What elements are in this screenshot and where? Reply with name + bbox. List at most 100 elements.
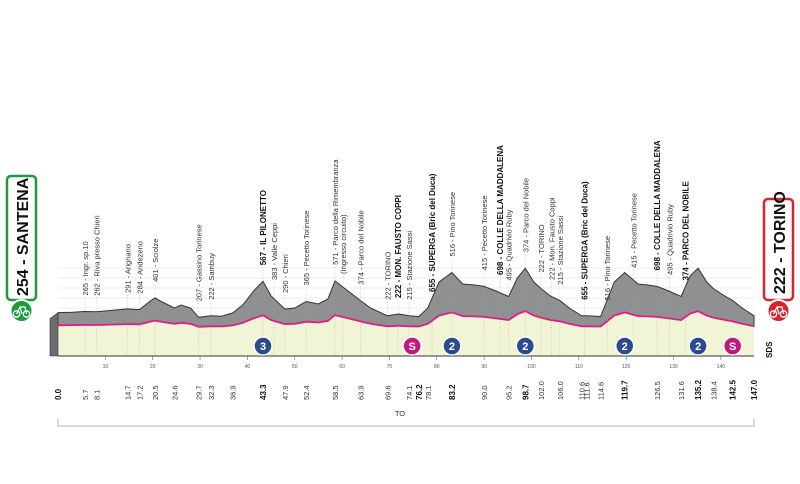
waypoint-label: 516 - Pino Torinese <box>448 192 457 257</box>
marker-label: 3 <box>260 341 266 353</box>
axis-tick-label: 50 <box>292 364 298 370</box>
waypoint-label: 698 - COLLE DELLA MADDALENA <box>653 140 662 270</box>
axis-tick-label: 90 <box>481 364 487 370</box>
waypoint-label: 655 - SUPERGA (Bric del Duca) <box>428 173 437 292</box>
waypoint-label: 374 - Parco del Nobile <box>521 178 530 252</box>
distance-label: 24.6 <box>171 385 180 400</box>
climb-category-marker <box>614 336 635 356</box>
distance-label: 95.2 <box>505 385 514 400</box>
distance-label: 5.7 <box>81 390 90 400</box>
axis-tick-label: 30 <box>197 364 203 370</box>
waypoint-label: 291 - Arignano <box>124 244 133 293</box>
marker-label: S <box>729 341 736 353</box>
waypoint-label: 383 - Valle Ceppi <box>270 223 279 280</box>
waypoint-label: 374 - PARCO DEL NOBILE <box>681 181 690 281</box>
waypoint-label: 571 - Parco della Rimembranza <box>331 159 340 265</box>
distance-label: 142.5 <box>729 379 738 400</box>
waypoint-label: 415 - Pecetto Torinese <box>480 195 489 270</box>
waypoint-label: 567 - IL PILONETTO <box>259 190 268 265</box>
climb-category-marker <box>253 336 273 356</box>
marker-label: 2 <box>449 341 455 353</box>
waypoint-label: 222 - TORINO <box>384 252 393 300</box>
waypoint-label: 222 - TORINO <box>537 224 546 272</box>
start-flag: 254 - SANTENA <box>5 174 38 323</box>
waypoint-label: 401 - Sciolze <box>151 239 160 282</box>
distance-label: 17.2 <box>135 385 144 400</box>
waypoint-label: 222 - Sambuy <box>207 253 216 300</box>
axis-tick-label: 140 <box>717 364 726 370</box>
axis-tick-label: 130 <box>669 364 678 370</box>
distance-label: 0.0 <box>54 388 63 400</box>
marker-label: 2 <box>522 341 528 353</box>
waypoint-label: 495 - Quadrivio Ruby <box>505 209 514 280</box>
waypoint-label: 365 - Pecetto Torinese <box>302 211 311 286</box>
waypoint-label: 374 - Parco del Nobile <box>357 210 366 284</box>
marker-label: S <box>408 341 415 353</box>
waypoint-annotations: 265 - Ingr. sp.10 262 - Riva presso Chier… <box>81 140 690 356</box>
sprint-marker <box>722 336 743 356</box>
waypoint-label: 516 - Pino Torinese <box>603 236 612 301</box>
bike-frame-icon <box>15 306 28 315</box>
distance-label: 76.2 <box>415 384 424 400</box>
distance-label: 111.6 <box>582 382 591 400</box>
waypoint-label: 222 - MON. FAUSTO COPPI <box>394 195 403 298</box>
start-label: 254 - SANTENA <box>15 177 32 296</box>
marker-label: 2 <box>622 341 628 353</box>
bike-wheel-icon <box>779 310 788 318</box>
distance-label: 110.6 <box>578 382 587 400</box>
distance-label: 126.5 <box>653 381 662 400</box>
distance-label: 8.1 <box>92 390 101 400</box>
distance-label: 90.0 <box>480 385 489 400</box>
axis-tick-label: 10 <box>103 364 109 370</box>
distance-label: 43.3 <box>259 384 268 400</box>
bike-wheel-icon <box>12 310 21 318</box>
distance-label: 29.7 <box>195 385 204 400</box>
finish-label: 222 - TORINO <box>772 191 789 294</box>
circuit-label: TO <box>395 409 405 418</box>
bike-wheel-icon <box>22 310 31 318</box>
waypoint-label: 207 - Gassino Torinese <box>195 224 204 301</box>
waypoint-label: 265 - Ingr. sp.10 <box>81 241 90 295</box>
waypoint-label: 215 - Stazione Sassi <box>556 215 565 284</box>
distance-label: 119.7 <box>621 380 630 400</box>
axis-tick-label: 70 <box>387 364 393 370</box>
distance-label: 98.7 <box>521 384 530 400</box>
distance-label: 32.3 <box>207 385 216 400</box>
distance-label: 78.1 <box>424 385 433 400</box>
ground-layer <box>58 311 754 356</box>
axis-tick-label: 40 <box>245 364 251 370</box>
axis-tick-label: 100 <box>527 364 536 370</box>
climb-category-marker <box>515 336 536 356</box>
bike-wheel-icon <box>769 310 778 318</box>
ground-fill <box>58 311 754 356</box>
waypoint-label: 222 - Mon. Fausto Coppi <box>547 197 556 280</box>
distance-label: 36.9 <box>229 385 238 400</box>
climb-markers: 3 S 2 2 2 2 S <box>253 336 743 356</box>
profile-side <box>49 312 59 357</box>
waypoint-label: 215 - Stazione Sassi <box>405 231 414 300</box>
distance-label: 102.0 <box>537 381 546 400</box>
climb-category-marker <box>442 336 462 356</box>
road-line <box>57 310 755 328</box>
distance-label: 58.5 <box>331 385 340 400</box>
road-line-path <box>57 310 755 328</box>
distance-label: 20.5 <box>151 385 160 400</box>
bike-frame-icon <box>772 306 785 315</box>
axis-tick-label: 120 <box>622 364 631 370</box>
waypoint-label: (Ingresso circuito) <box>339 214 348 274</box>
waypoint-label: 284 - Andezeno <box>135 241 144 294</box>
climb-category-marker <box>688 336 708 356</box>
waypoint-label: 415 - Pecetto Torinese <box>629 193 638 268</box>
axis-tick-label: 20 <box>150 364 156 370</box>
distance-label: 114.6 <box>597 382 606 400</box>
distance-label: 47.9 <box>281 385 290 400</box>
distance-label: 69.6 <box>384 385 393 400</box>
sprint-marker <box>402 336 422 356</box>
distance-label: 131.6 <box>677 381 686 400</box>
distance-label: 74.1 <box>405 385 414 400</box>
marker-label: 2 <box>695 341 701 353</box>
distance-label: 138.4 <box>709 381 718 400</box>
waypoint-label: 290 - Chieri <box>281 254 290 293</box>
axis-tick-label: 80 <box>434 364 440 370</box>
